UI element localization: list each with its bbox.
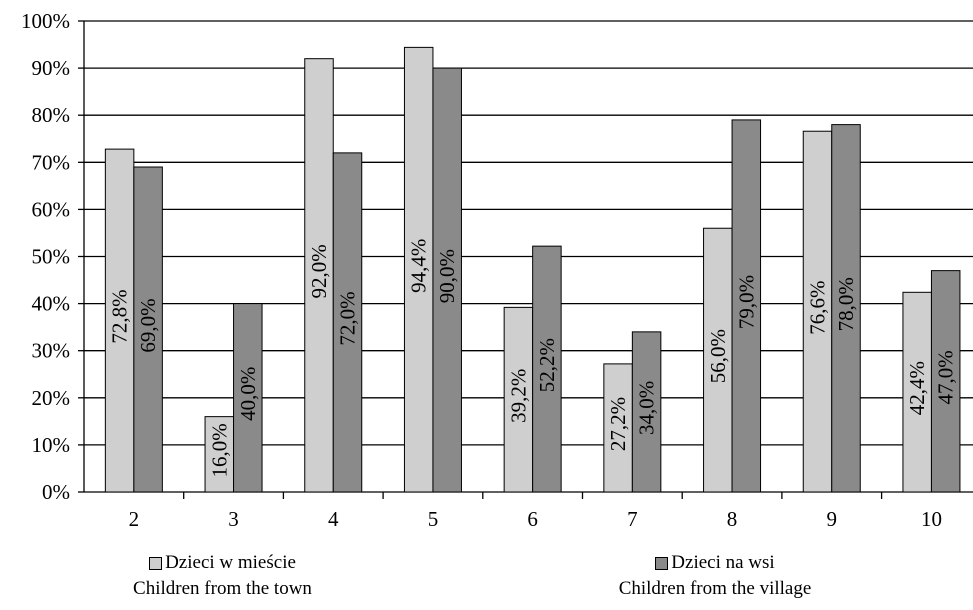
legend-town-label: Dzieci w mieście — [165, 552, 296, 573]
x-tick-label: 6 — [527, 507, 538, 531]
data-label: 72,0% — [336, 291, 360, 345]
legend-village-swatch — [655, 556, 669, 570]
data-label: 27,2% — [606, 397, 630, 451]
y-tick-label: 80% — [32, 103, 71, 127]
bar — [503, 306, 534, 493]
bar — [603, 363, 633, 493]
legend-town-label-en: Children from the town — [133, 578, 312, 599]
bar — [233, 303, 263, 493]
data-label: 90,0% — [435, 249, 459, 303]
data-label: 92,0% — [307, 244, 331, 298]
data-label: 79,0% — [734, 275, 758, 329]
x-tick-label: 10 — [921, 507, 942, 531]
bar — [802, 130, 833, 493]
x-tick-label: 3 — [228, 507, 239, 531]
y-tick-label: 70% — [32, 150, 71, 174]
y-tick-label: 0% — [42, 480, 70, 504]
x-tick-label: 5 — [428, 507, 439, 531]
x-tick-label: 2 — [129, 507, 140, 531]
legend-town-swatch — [149, 556, 163, 570]
x-tick-label: 4 — [328, 507, 339, 531]
bar — [403, 46, 434, 493]
y-tick-label: 10% — [32, 433, 71, 457]
data-label: 34,0% — [635, 381, 659, 435]
bar — [204, 416, 235, 493]
bar — [930, 270, 961, 493]
data-label: 78,0% — [834, 277, 858, 331]
legend-village: Dzieci na wsi Children from the village — [595, 550, 835, 602]
y-tick-label: 40% — [32, 292, 71, 316]
y-tick-label: 30% — [32, 339, 71, 363]
data-label: 47,0% — [934, 350, 958, 404]
x-tick-label: 7 — [627, 507, 638, 531]
bar — [432, 67, 462, 493]
data-label: 72,8% — [108, 289, 132, 343]
bar — [532, 245, 562, 493]
x-tick-label: 9 — [827, 507, 838, 531]
legend-village-label-en: Children from the village — [618, 578, 812, 599]
bar — [631, 331, 662, 493]
bar — [731, 119, 762, 493]
bar — [332, 152, 363, 493]
data-label: 16,0% — [207, 423, 231, 477]
data-label: 69,0% — [136, 298, 160, 352]
x-tick-label: 8 — [727, 507, 738, 531]
data-label: 56,0% — [706, 329, 730, 383]
bar — [831, 124, 861, 493]
y-tick-label: 50% — [32, 245, 71, 269]
bar-chart: 0%10%20%30%40%50%60%70%80%90%100%272,8% 6… — [21, 9, 973, 531]
bar — [902, 291, 932, 493]
bar — [104, 148, 135, 493]
legend-village-label: Dzieci na wsi — [671, 552, 775, 573]
data-label: 52,2% — [535, 338, 559, 392]
y-tick-label: 20% — [32, 386, 71, 410]
legend-town: Dzieci w mieście Children from the town — [120, 550, 325, 602]
data-label: 42,4% — [905, 361, 929, 415]
data-label: 94,4% — [407, 239, 431, 293]
y-tick-label: 100% — [21, 9, 70, 33]
bar — [133, 166, 163, 493]
data-label: 76,6% — [806, 280, 830, 334]
data-label: 40,0% — [236, 367, 260, 421]
data-label: 39,2% — [506, 369, 530, 423]
y-tick-label: 60% — [32, 197, 71, 221]
bar — [703, 227, 733, 493]
y-tick-label: 90% — [32, 56, 71, 80]
